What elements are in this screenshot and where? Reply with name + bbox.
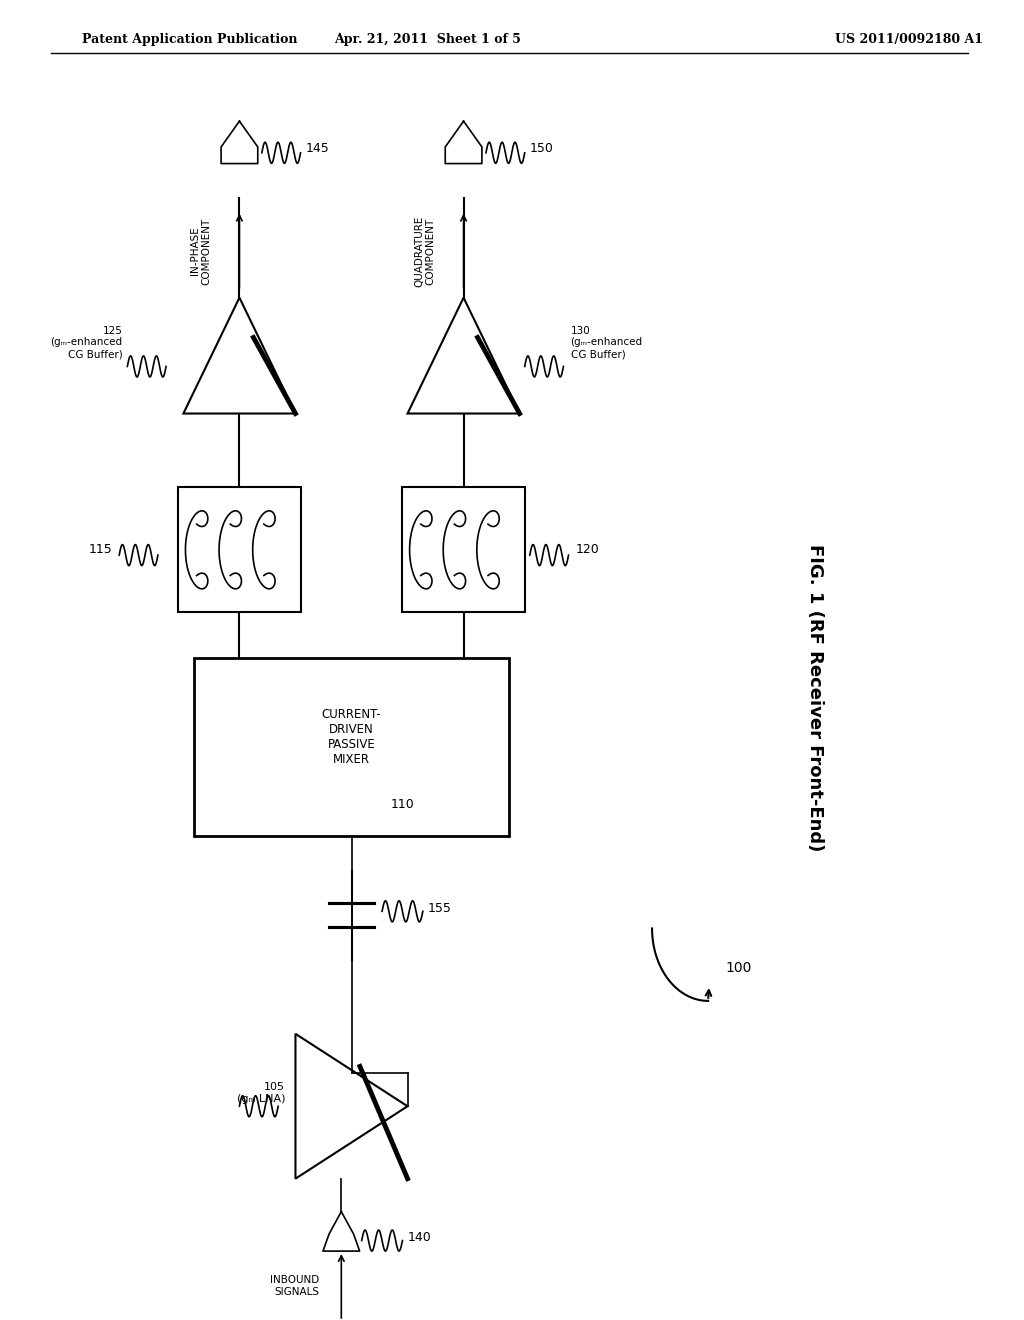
- Text: 155: 155: [428, 902, 452, 915]
- Text: Patent Application Publication: Patent Application Publication: [82, 33, 297, 46]
- Text: 145: 145: [305, 143, 330, 156]
- Text: 130
(gₘ-enhanced
CG Buffer): 130 (gₘ-enhanced CG Buffer): [570, 326, 643, 359]
- Text: CURRENT-
DRIVEN
PASSIVE
MIXER: CURRENT- DRIVEN PASSIVE MIXER: [322, 709, 381, 766]
- Text: QUADRATURE
COMPONENT: QUADRATURE COMPONENT: [414, 215, 435, 286]
- Text: US 2011/0092180 A1: US 2011/0092180 A1: [836, 33, 983, 46]
- Text: INBOUND
SIGNALS: INBOUND SIGNALS: [269, 1275, 318, 1296]
- Bar: [402, 487, 524, 612]
- Text: 100: 100: [725, 961, 752, 975]
- Text: Apr. 21, 2011  Sheet 1 of 5: Apr. 21, 2011 Sheet 1 of 5: [335, 33, 521, 46]
- Bar: [178, 487, 301, 612]
- Text: 150: 150: [529, 143, 554, 156]
- Text: IN-PHASE
COMPONENT: IN-PHASE COMPONENT: [189, 218, 212, 285]
- Text: 125
(gₘ-enhanced
CG Buffer): 125 (gₘ-enhanced CG Buffer): [50, 326, 122, 359]
- Text: 110: 110: [390, 797, 415, 810]
- Text: 140: 140: [408, 1232, 431, 1245]
- Bar: [194, 659, 509, 837]
- Text: 120: 120: [575, 544, 599, 556]
- Text: 105
(gₘ LNA): 105 (gₘ LNA): [237, 1082, 286, 1104]
- Text: 115: 115: [88, 544, 112, 556]
- Text: FIG. 1 (RF Receiver Front-End): FIG. 1 (RF Receiver Front-End): [806, 544, 824, 851]
